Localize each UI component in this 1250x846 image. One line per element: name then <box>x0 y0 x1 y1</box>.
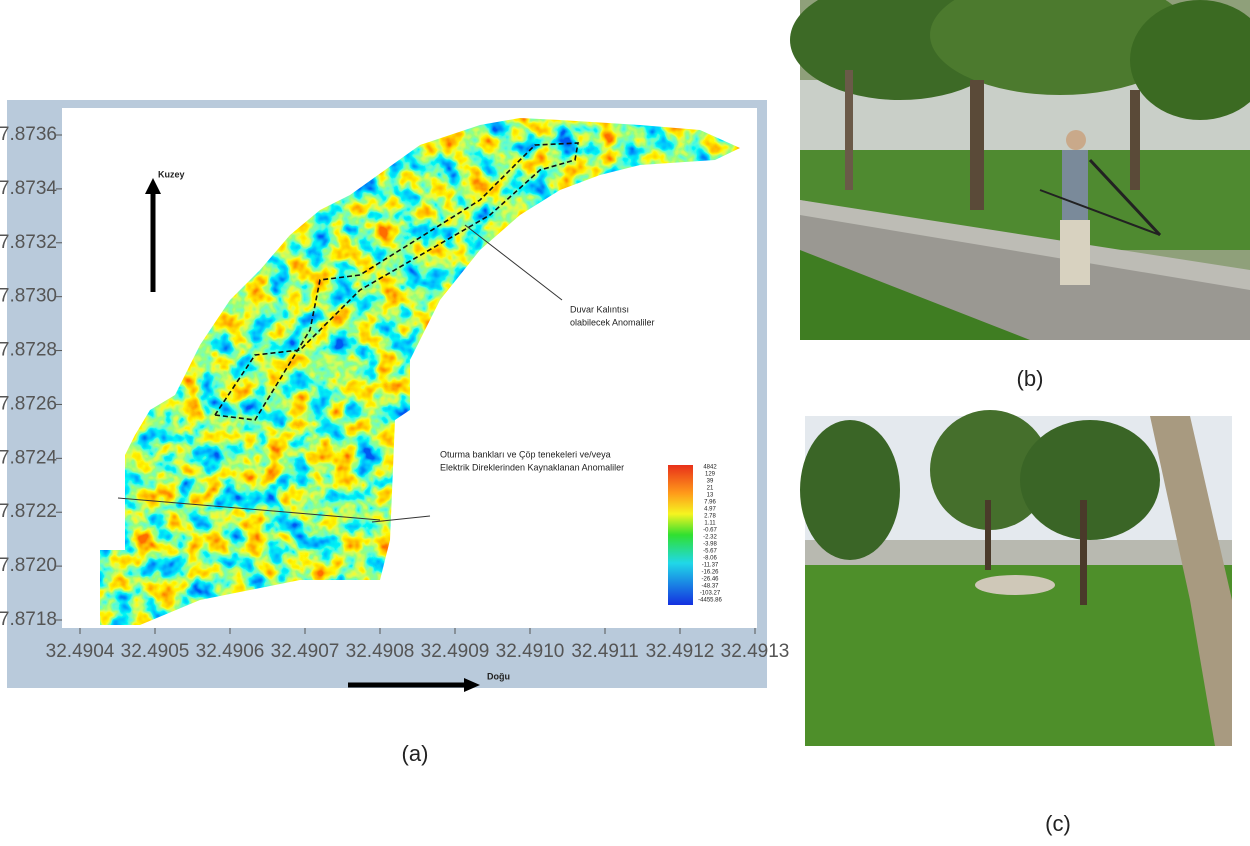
x-tick-label: 32.4907 <box>271 641 340 662</box>
panel-label: (a) <box>402 741 429 766</box>
east-label: Doğu <box>487 671 510 681</box>
y-tick-label: 37.8736 <box>0 124 57 145</box>
colorbar-label: -103.27 <box>700 591 721 597</box>
colorbar-label: 1.11 <box>704 521 716 527</box>
colorbar-label: -16.26 <box>701 570 719 576</box>
colorbar-label: 39 <box>707 479 714 485</box>
annotation: olabilecek Anomaliler <box>570 317 655 327</box>
x-tick-label: 32.4910 <box>496 641 565 662</box>
photo-b <box>790 0 1250 340</box>
colorbar-label: -26.46 <box>701 577 719 583</box>
colorbar-label: -2.32 <box>703 535 717 541</box>
y-tick-label: 37.8728 <box>0 340 57 361</box>
x-tick-label: 32.4913 <box>721 641 790 662</box>
y-tick-label: 37.8718 <box>0 609 57 630</box>
x-tick-label: 32.4909 <box>421 641 490 662</box>
annotation: Oturma bankları ve Çöp tenekeleri ve/vey… <box>440 449 611 459</box>
colorbar-label: -5.67 <box>703 549 717 555</box>
y-tick-label: 37.8730 <box>0 286 57 307</box>
colorbar-label: 7.96 <box>704 500 716 506</box>
x-tick-label: 32.4911 <box>571 641 638 662</box>
colorbar-label: -11.37 <box>702 563 719 569</box>
colorbar-label: 2.78 <box>704 514 716 520</box>
panel-label: (b) <box>1017 366 1044 391</box>
colorbar-label: 4842 <box>703 465 717 471</box>
y-tick-label: 37.8732 <box>0 232 57 253</box>
annotation: Elektrik Direklerinden Kaynaklanan Anoma… <box>440 462 624 472</box>
colorbar-label: -48.37 <box>701 584 719 590</box>
y-tick-label: 37.8722 <box>0 501 57 522</box>
colorbar-label: -3.98 <box>703 542 717 548</box>
colorbar-label: -0.67 <box>703 528 717 534</box>
y-tick-label: 37.8724 <box>0 447 57 468</box>
colorbar-label: -8.06 <box>703 556 717 562</box>
colorbar-label: 13 <box>707 493 714 499</box>
colorbar-label: 21 <box>707 486 714 492</box>
photo-c <box>800 410 1232 746</box>
annotation: Duvar Kalıntısı <box>570 304 629 314</box>
figure: Kuzey Doğu Duvar Kalıntısı olabilecek An… <box>0 0 1250 846</box>
colorbar-label: 129 <box>705 472 716 478</box>
x-tick-label: 32.4912 <box>646 641 715 662</box>
x-tick-label: 32.4904 <box>46 641 115 662</box>
panel-label: (c) <box>1045 811 1071 836</box>
y-tick-label: 37.8720 <box>0 555 57 576</box>
colorbar-label: 4.97 <box>704 507 716 513</box>
x-tick-label: 32.4908 <box>346 641 415 662</box>
x-tick-label: 32.4905 <box>121 641 190 662</box>
colorbar-label: -4455.86 <box>698 598 722 604</box>
y-tick-label: 37.8726 <box>0 393 57 414</box>
x-tick-label: 32.4906 <box>196 641 265 662</box>
y-tick-label: 37.8734 <box>0 178 57 199</box>
north-label: Kuzey <box>158 169 185 179</box>
colorbar <box>668 465 693 605</box>
